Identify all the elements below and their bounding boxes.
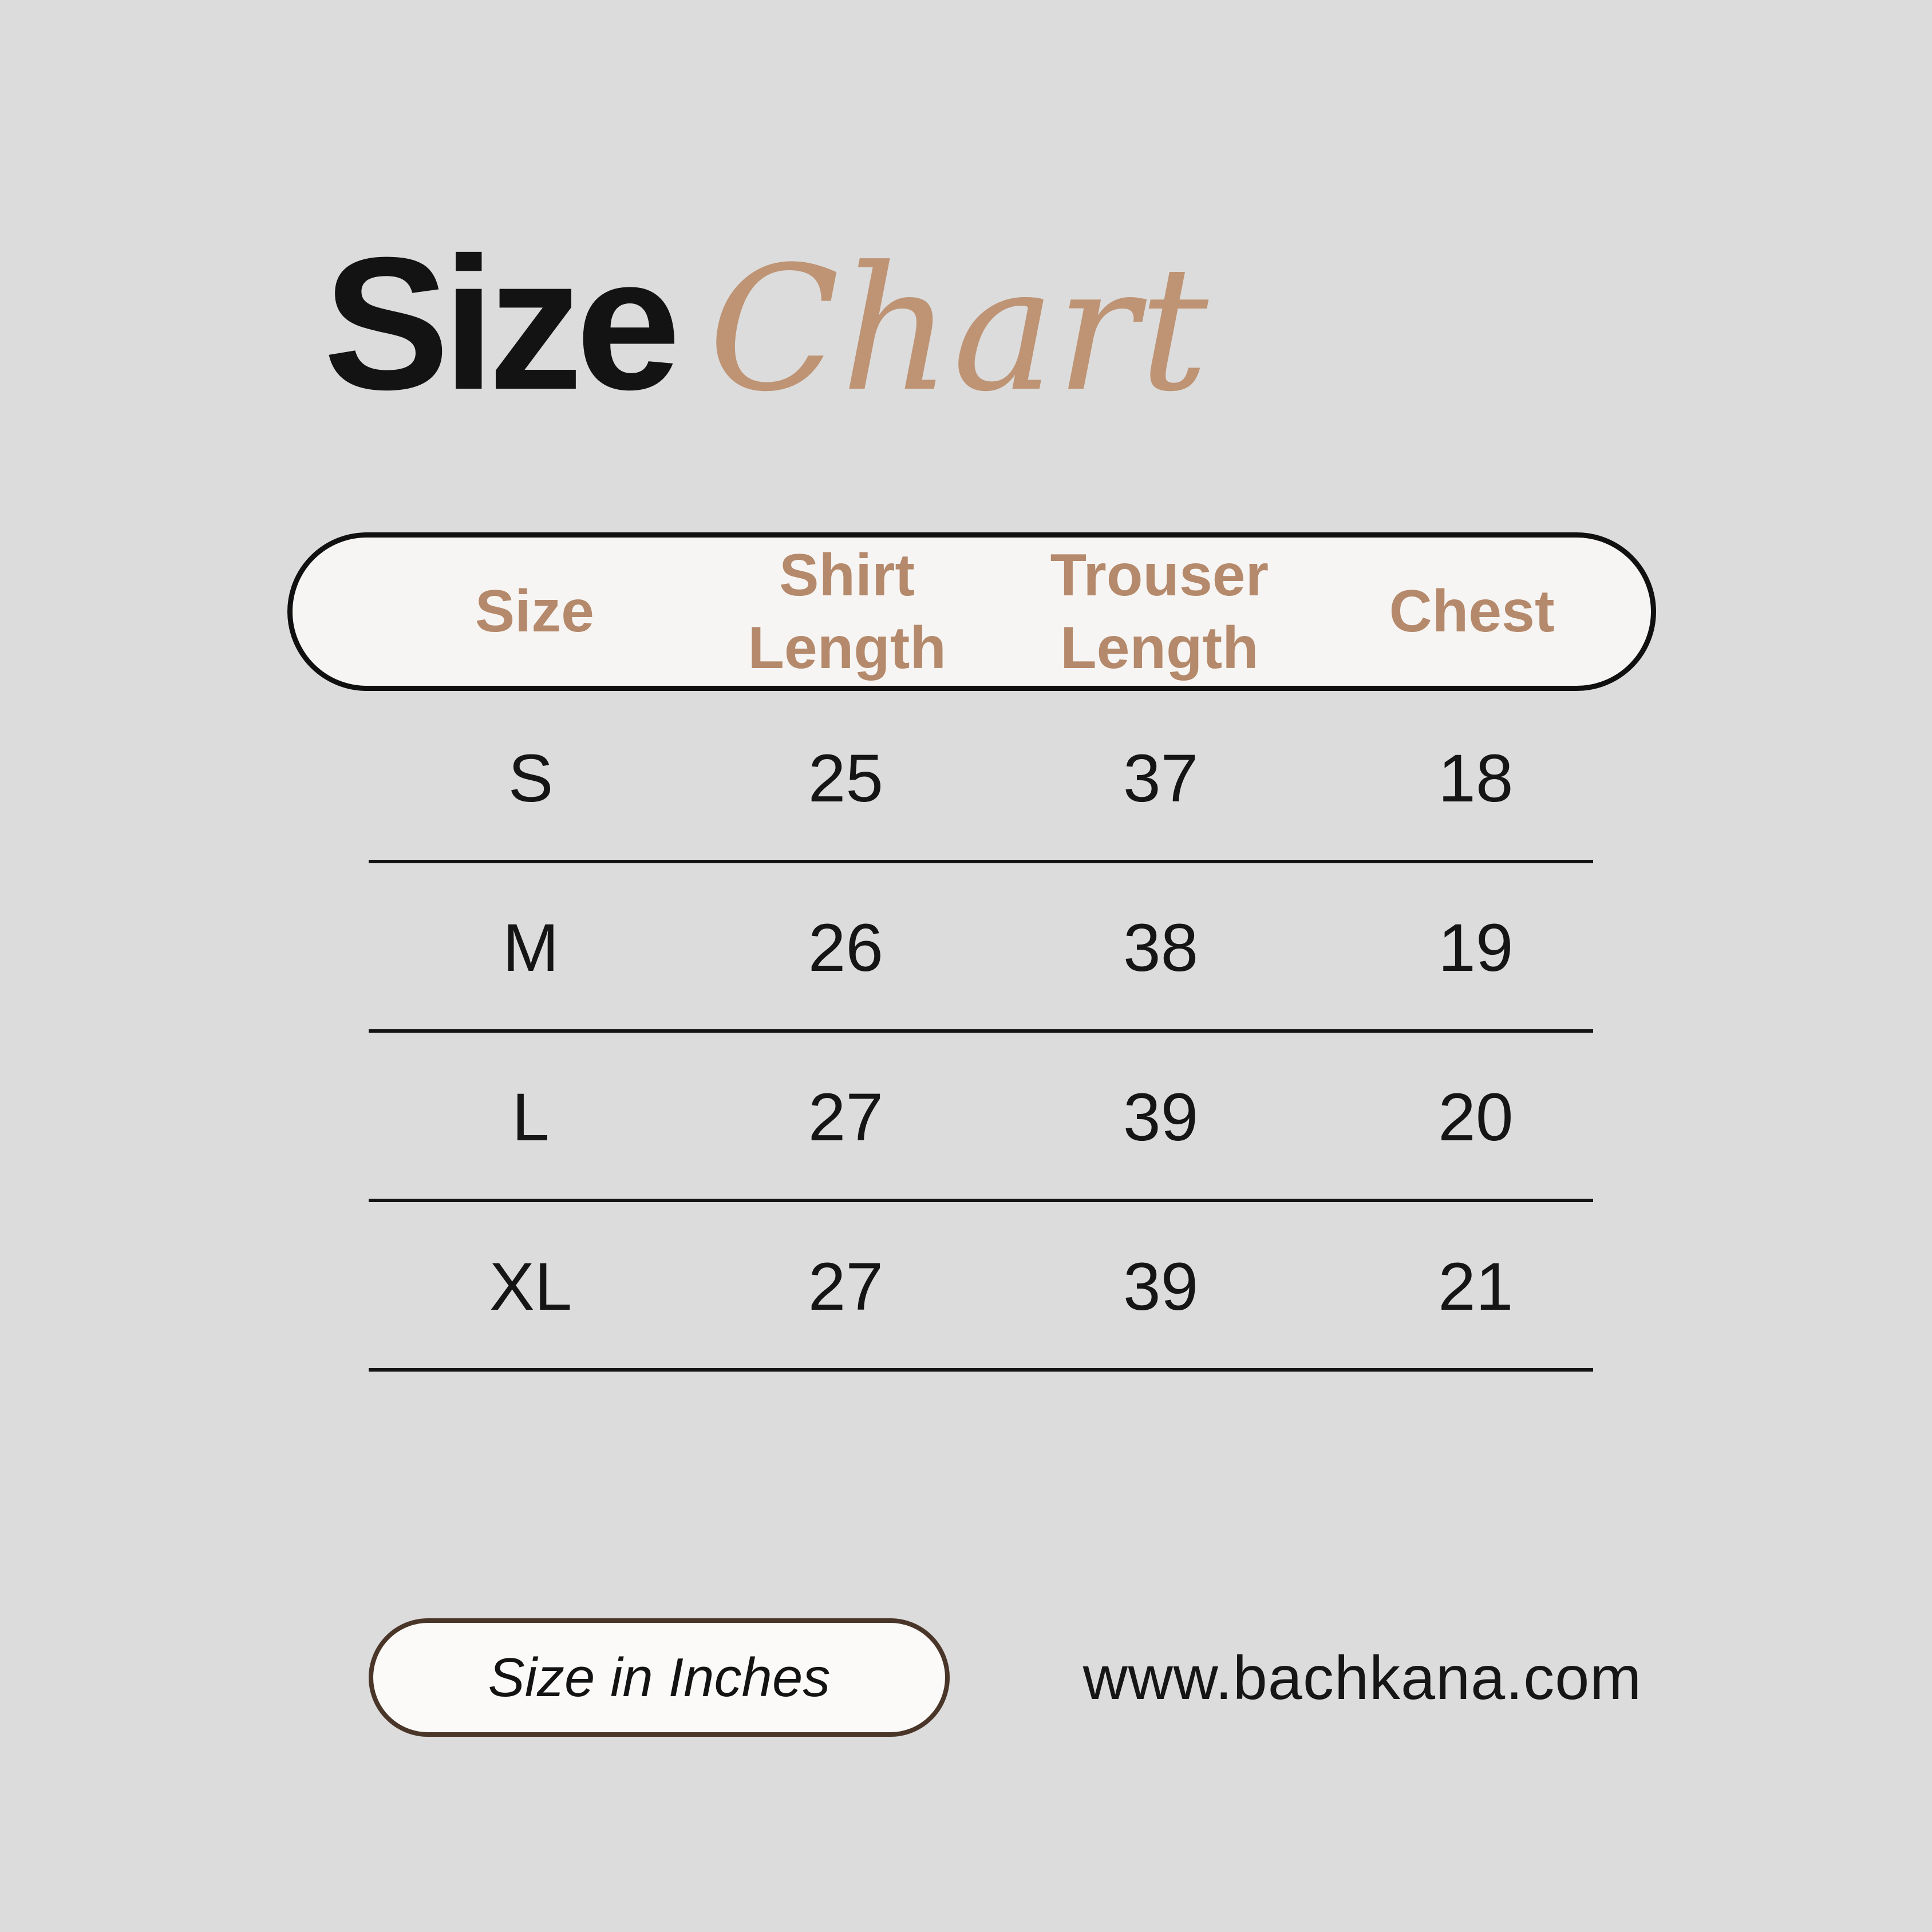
row-divider	[369, 1368, 1593, 1372]
column-header-size: Size	[475, 578, 594, 645]
row-divider	[369, 1199, 1593, 1202]
table-header-pill: Size Shirt Length Trouser Length Chest	[287, 532, 1656, 691]
table-header-row: Size Shirt Length Trouser Length Chest	[293, 538, 1651, 686]
cell-chest: 21	[1438, 1249, 1514, 1325]
cell-size: S	[508, 741, 554, 816]
cell-trouser-length: 39	[1123, 1249, 1199, 1325]
table-row-cells: XL 27 39 21	[287, 1202, 1656, 1372]
column-header-chest: Chest	[1389, 578, 1555, 645]
table-body: S 25 37 18 M 26 38 19 L 27 39 20	[287, 694, 1656, 1372]
page-title: Size Chart	[323, 229, 1210, 418]
cell-trouser-length: 39	[1123, 1080, 1199, 1155]
table-row-cells: L 27 39 20	[287, 1033, 1656, 1202]
cell-shirt-length: 25	[808, 741, 883, 816]
cell-size: M	[502, 910, 559, 986]
units-note-pill: Size in Inches	[369, 1618, 950, 1737]
cell-shirt-length: 27	[808, 1080, 883, 1155]
cell-shirt-length: 27	[808, 1249, 883, 1325]
title-word-size: Size	[323, 218, 681, 429]
title-word-chart: Chart	[708, 230, 1210, 429]
cell-chest: 20	[1438, 1080, 1514, 1155]
cell-size: XL	[489, 1249, 572, 1325]
table-row-m: M 26 38 19	[287, 863, 1656, 1033]
units-note-text: Size in Inches	[488, 1646, 831, 1708]
table-row-l: L 27 39 20	[287, 1033, 1656, 1202]
website-url: www.bachkana.com	[1082, 1643, 1642, 1712]
cell-chest: 19	[1438, 910, 1514, 986]
cell-trouser-length: 38	[1123, 910, 1199, 986]
column-header-trouser-length: Trouser Length	[1050, 542, 1269, 681]
cell-trouser-length: 37	[1123, 741, 1199, 816]
row-divider	[369, 860, 1593, 863]
cell-size: L	[512, 1080, 550, 1155]
table-row-xl: XL 27 39 21	[287, 1202, 1656, 1372]
cell-shirt-length: 26	[808, 910, 883, 986]
table-row-cells: M 26 38 19	[287, 863, 1656, 1033]
table-row-cells: S 25 37 18	[287, 694, 1656, 863]
table-row-s: S 25 37 18	[287, 694, 1656, 863]
row-divider	[369, 1029, 1593, 1033]
column-header-shirt-length: Shirt Length	[748, 542, 946, 681]
cell-chest: 18	[1438, 741, 1514, 816]
